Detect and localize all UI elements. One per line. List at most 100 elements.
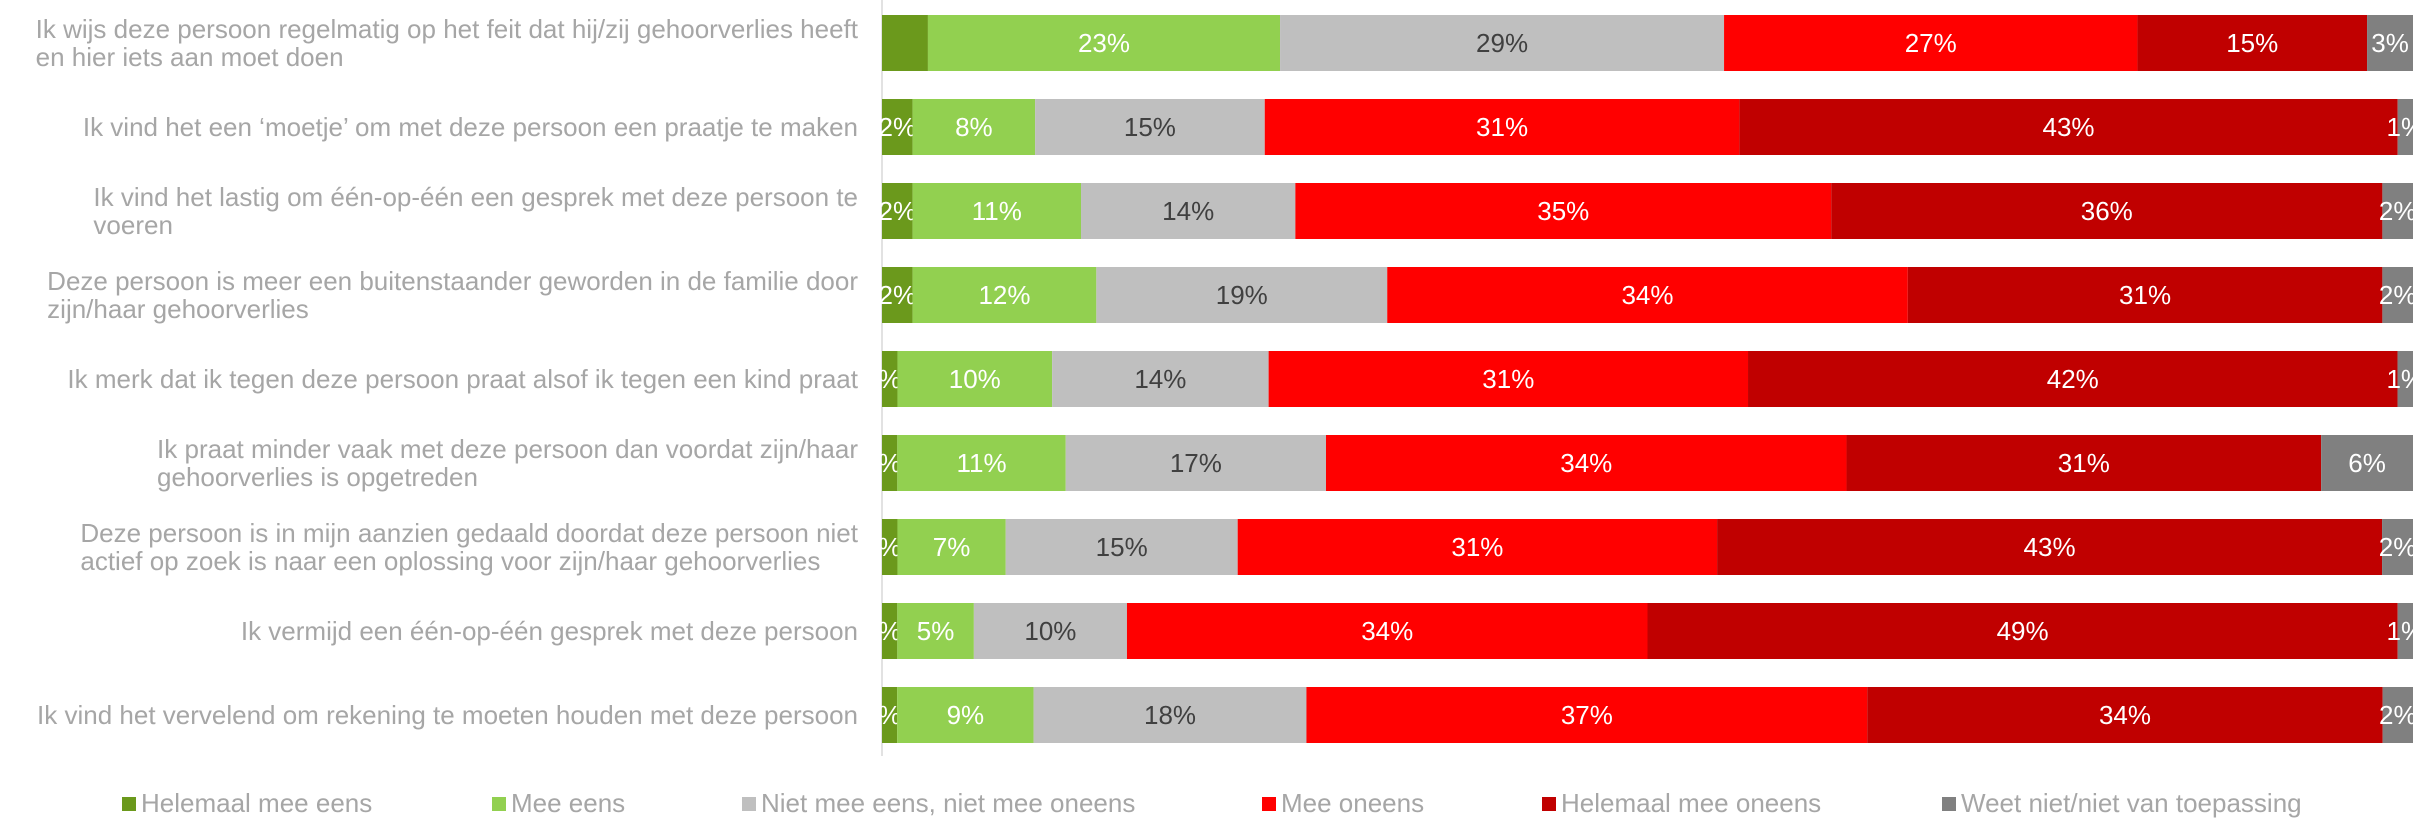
legend-label: Mee eens — [511, 788, 625, 818]
data-label: 11% — [972, 196, 1022, 226]
data-label: 14% — [1134, 364, 1186, 394]
bar-segment — [2367, 15, 2413, 71]
bar-segment — [882, 351, 898, 407]
bar-segment — [882, 603, 898, 659]
legend: Helemaal mee eens Mee eens Niet mee eens, … — [122, 788, 2302, 818]
data-label: % — [878, 616, 901, 646]
bar-segment — [2397, 603, 2413, 659]
data-label: 2% — [2379, 280, 2413, 310]
data-label: 49% — [1997, 616, 2049, 646]
bar-segment — [882, 99, 913, 155]
data-label: 29% — [1476, 28, 1528, 58]
category-label: Ik vind het lastig om één-op-één een ges… — [93, 182, 858, 240]
category-labels: Ik wijs deze persoon regelmatig op het f… — [36, 14, 859, 730]
category-label: Ik merk dat ik tegen deze persoon praat … — [67, 364, 858, 394]
bar-segment — [2382, 183, 2413, 239]
legend-swatch — [1262, 797, 1276, 811]
bar-segment — [973, 603, 1127, 659]
data-label: 34% — [1361, 616, 1413, 646]
bar-segment — [897, 603, 974, 659]
data-label: 6% — [2348, 448, 2386, 478]
data-label: 2% — [879, 112, 917, 142]
bar-segment — [1065, 435, 1326, 491]
data-label: 36% — [2081, 196, 2133, 226]
bar-segment — [1724, 15, 2138, 71]
bar-segment — [1096, 267, 1388, 323]
data-label: 2% — [879, 280, 917, 310]
bar-segment — [927, 15, 1281, 71]
bar-segment — [2397, 99, 2413, 155]
bar-segment — [2382, 267, 2413, 323]
bar-segment — [2397, 351, 2413, 407]
category-label: Ik wijs deze persoon regelmatig op het f… — [36, 14, 859, 72]
bar-segment — [2382, 519, 2413, 575]
category-label-line: en hier iets aan moet doen — [36, 42, 344, 72]
bar-segment — [882, 15, 928, 71]
category-label-line: Ik vermijd een één-op-één gesprek met de… — [241, 616, 858, 646]
data-label: 19% — [1216, 280, 1268, 310]
bar-segment — [897, 351, 1053, 407]
bar-segment — [912, 267, 1097, 323]
legend-label: Niet mee eens, niet mee oneens — [761, 788, 1135, 818]
bar-segment — [912, 183, 1082, 239]
data-label: 15% — [2226, 28, 2278, 58]
data-label: % — [878, 448, 901, 478]
data-label: 34% — [1560, 448, 1612, 478]
data-label: 42% — [2047, 364, 2099, 394]
category-label-line: Ik merk dat ik tegen deze persoon praat … — [67, 364, 858, 394]
data-label: 23% — [1078, 28, 1130, 58]
data-label: 35% — [1537, 196, 1589, 226]
data-label: % — [878, 532, 901, 562]
data-label: 2% — [2379, 532, 2413, 562]
data-label: 9% — [947, 700, 985, 730]
legend-label: Weet niet/niet van toepassing — [1961, 788, 2302, 818]
data-label: 12% — [978, 280, 1030, 310]
data-label: 18% — [1144, 700, 1196, 730]
bar-segment — [1748, 351, 2398, 407]
data-label: 31% — [2119, 280, 2171, 310]
bar-segment — [1035, 99, 1265, 155]
data-label: 27% — [1905, 28, 1957, 58]
data-label: 2% — [2379, 700, 2413, 730]
data-label: 11% — [956, 448, 1006, 478]
category-label: Deze persoon is meer een buitenstaander … — [47, 266, 858, 324]
data-label: % — [878, 364, 901, 394]
data-label: 15% — [1096, 532, 1148, 562]
bar-segment — [1295, 183, 1832, 239]
bar-segment — [1387, 267, 1908, 323]
bar-segment — [2382, 687, 2413, 743]
data-label: 7% — [933, 532, 971, 562]
legend-item: Mee eens — [492, 788, 625, 818]
category-label: Ik vermijd een één-op-één gesprek met de… — [241, 616, 858, 646]
data-label: 43% — [2024, 532, 2076, 562]
data-label: 10% — [1024, 616, 1076, 646]
category-label-line: Ik wijs deze persoon regelmatig op het f… — [36, 14, 859, 44]
category-label: Ik vind het vervelend om rekening te moe… — [37, 700, 858, 730]
legend-swatch — [1942, 797, 1956, 811]
bar-segment — [882, 435, 898, 491]
bar-segment — [1647, 603, 2398, 659]
legend-swatch — [122, 797, 136, 811]
bar-segment — [897, 435, 1066, 491]
data-label: 3% — [2371, 28, 2409, 58]
data-label: 37% — [1561, 700, 1613, 730]
bar-segment — [1717, 519, 2383, 575]
bar-segment — [1237, 519, 1718, 575]
data-label: 43% — [2043, 112, 2095, 142]
bar-segment — [2137, 15, 2368, 71]
legend-label: Mee oneens — [1281, 788, 1424, 818]
bars: 23% 29% 27% 15% 3% 2% 8% 15% 31% 43% 1% 2% 11% 14% 35%… — [878, 15, 2413, 743]
category-label-line: Ik vind het lastig om één-op-één een ges… — [93, 182, 858, 212]
category-label-line: Ik praat minder vaak met deze persoon da… — [157, 434, 858, 464]
category-label: Ik vind het een ‘moetje’ om met deze per… — [83, 112, 858, 142]
category-label-line: Ik vind het een ‘moetje’ om met deze per… — [83, 112, 858, 142]
bar-segment — [897, 519, 1006, 575]
bar-segment — [1739, 99, 2398, 155]
data-label: 31% — [2058, 448, 2110, 478]
data-label: 34% — [2099, 700, 2151, 730]
bar-segment — [1126, 603, 1648, 659]
bar-segment — [1306, 687, 1868, 743]
category-label-line: Deze persoon is in mijn aanzien gedaald … — [80, 518, 858, 548]
legend-swatch — [1542, 797, 1556, 811]
